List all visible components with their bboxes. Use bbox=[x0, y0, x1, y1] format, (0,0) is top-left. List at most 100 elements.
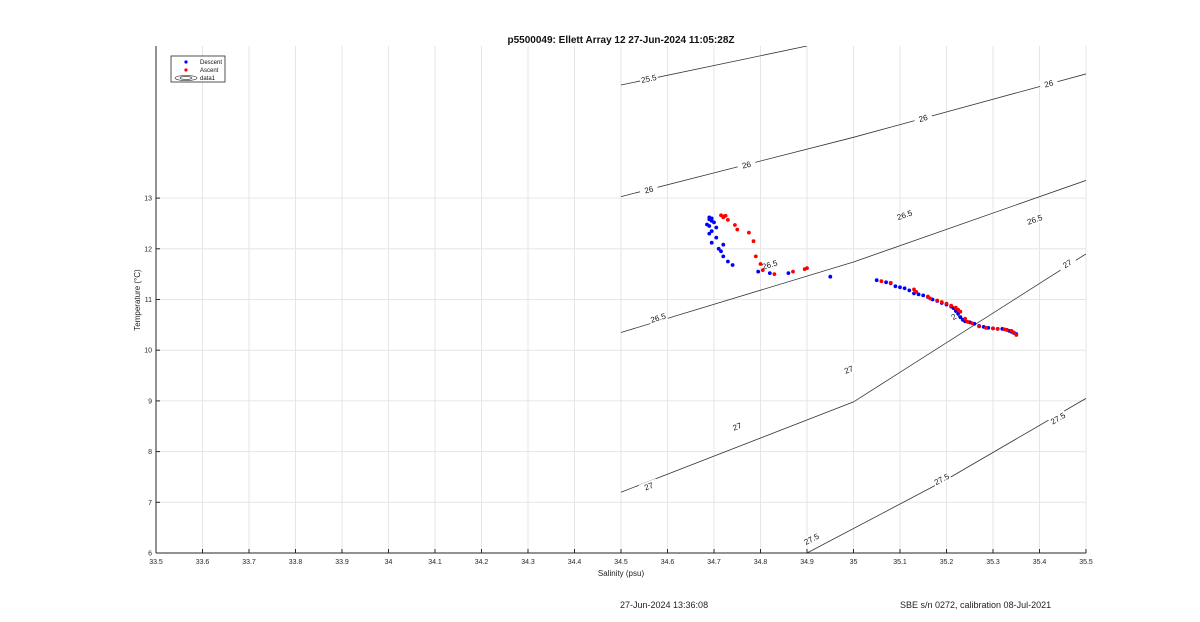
ascent-point bbox=[970, 321, 974, 326]
legend-label: data1 bbox=[200, 76, 216, 82]
ascent-point bbox=[758, 262, 763, 266]
x-tick-label: 33.6 bbox=[196, 559, 210, 566]
descent-point bbox=[716, 246, 721, 251]
ascent-point bbox=[995, 327, 1000, 331]
ascent-point bbox=[914, 290, 919, 294]
descent-point bbox=[712, 220, 716, 225]
contour-line bbox=[620, 180, 1086, 333]
ascent-point bbox=[965, 319, 970, 324]
y-tick-label: 7 bbox=[148, 500, 152, 507]
y-axis-label: Temperature (°C) bbox=[133, 269, 142, 331]
x-tick-label: 35.5 bbox=[1079, 559, 1093, 566]
y-tick-label: 12 bbox=[144, 246, 152, 253]
contour-label-bg bbox=[1047, 409, 1068, 427]
legend: Descent Ascent data1 bbox=[170, 55, 226, 83]
legend-label: Ascent bbox=[200, 68, 219, 74]
contour-label-bg bbox=[759, 257, 780, 272]
contour-label: 26 bbox=[918, 113, 929, 124]
descent-point bbox=[707, 224, 712, 228]
ascent-point bbox=[977, 324, 981, 329]
legend-marker bbox=[184, 68, 188, 72]
x-tick-label: 34.9 bbox=[800, 559, 814, 566]
chart-title: p5500049: Ellett Array 12 27-Jun-2024 11… bbox=[508, 35, 735, 46]
x-tick-label: 33.8 bbox=[289, 559, 303, 566]
descent-point bbox=[714, 235, 719, 240]
contour-line bbox=[620, 73, 1086, 197]
descent-point bbox=[709, 240, 714, 245]
descent-point bbox=[767, 271, 772, 275]
footer-timestamp: 27-Jun-2024 13:36:08 bbox=[620, 600, 709, 610]
x-tick-label: 34.3 bbox=[521, 559, 535, 566]
descent-point bbox=[719, 249, 723, 254]
x-tick-label: 35.2 bbox=[940, 559, 954, 566]
contour-label-bg bbox=[913, 111, 933, 125]
ascent-point bbox=[991, 326, 995, 331]
descent-point bbox=[907, 288, 912, 293]
ascent-point bbox=[726, 218, 730, 222]
contour-label-bg bbox=[638, 478, 659, 494]
contour-label-bg bbox=[736, 158, 757, 172]
descent-point bbox=[709, 229, 714, 234]
ascent-point bbox=[935, 298, 940, 303]
ascent-point bbox=[912, 287, 916, 292]
ascent-point bbox=[735, 227, 740, 232]
x-tick-label: 35.1 bbox=[893, 559, 907, 566]
plot-area: 33.5 33.6 33.7 33.8 33.9 34 34.1 34.2 34.3 34.4 34… bbox=[144, 46, 1093, 566]
x-tick-label: 34.4 bbox=[568, 559, 582, 566]
legend-label: Descent bbox=[200, 60, 222, 66]
contour-label: 26 bbox=[1043, 78, 1054, 89]
ascent-point bbox=[958, 309, 963, 314]
y-tick-label: 10 bbox=[144, 348, 152, 355]
ascent-point bbox=[879, 279, 884, 284]
descent-point bbox=[726, 259, 730, 264]
ascent-point bbox=[733, 223, 737, 227]
x-tick-label: 34.7 bbox=[707, 559, 721, 566]
legend-marker bbox=[184, 60, 188, 64]
contour-label: 27 bbox=[643, 481, 655, 493]
contour-label: 27 bbox=[843, 364, 855, 376]
contour-label-bg bbox=[1038, 76, 1059, 91]
ascent-point bbox=[888, 280, 893, 285]
descent-point bbox=[902, 286, 907, 291]
x-tick-label: 34.8 bbox=[754, 559, 768, 566]
descent-point bbox=[786, 271, 791, 275]
ascent-point bbox=[805, 266, 809, 270]
contour-label-bg bbox=[1057, 254, 1078, 273]
descent-point bbox=[756, 269, 761, 274]
ascent-point bbox=[1012, 330, 1016, 335]
descent-point bbox=[714, 225, 719, 230]
ascent-point bbox=[751, 239, 756, 244]
ascent-point bbox=[1005, 328, 1009, 332]
ascent-point bbox=[772, 272, 777, 276]
ascent-point bbox=[753, 254, 758, 259]
ascent-point bbox=[760, 268, 765, 272]
ascent-point bbox=[791, 269, 795, 274]
descent-point bbox=[828, 274, 833, 279]
x-tick-label: 34.5 bbox=[614, 559, 628, 566]
descent-point bbox=[893, 284, 898, 289]
contour-label: 26.5 bbox=[761, 258, 779, 271]
descent-point bbox=[884, 280, 888, 285]
contour-line bbox=[620, 253, 1086, 493]
ascent-point bbox=[949, 303, 954, 308]
y-tick-label: 8 bbox=[148, 449, 152, 456]
ascent-point bbox=[1014, 333, 1019, 337]
ascent-point bbox=[939, 300, 944, 304]
contour-label: 27 bbox=[731, 421, 743, 433]
x-tick-label: 34 bbox=[385, 559, 393, 566]
contour-label-bg bbox=[727, 418, 748, 434]
contour-label-bg bbox=[801, 530, 822, 548]
ascent-point bbox=[721, 215, 726, 220]
x-tick-label: 35.4 bbox=[1033, 559, 1047, 566]
contour-label-bg bbox=[894, 207, 915, 223]
y-tick-label: 9 bbox=[148, 398, 152, 405]
x-tick-label: 33.7 bbox=[242, 559, 256, 566]
contour-label: 26 bbox=[643, 184, 654, 195]
legend-contour-icon bbox=[174, 75, 198, 81]
x-tick-label: 35 bbox=[850, 559, 858, 566]
y-tick-label: 6 bbox=[148, 551, 152, 558]
x-tick-label: 34.2 bbox=[475, 559, 489, 566]
descent-point bbox=[721, 254, 726, 259]
contour-label-bg bbox=[648, 310, 668, 325]
